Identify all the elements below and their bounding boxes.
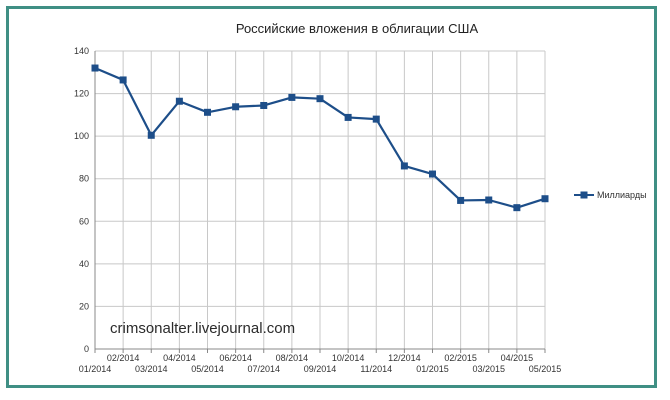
x-tick-labels: 01/201402/201403/201404/201405/201406/20…	[79, 353, 562, 374]
data-point	[372, 115, 380, 123]
y-tick-labels: 0 20 40 60 80 100 120 140	[74, 46, 89, 354]
data-point	[232, 103, 240, 111]
data-point	[147, 131, 155, 139]
x-tick-label: 05/2015	[529, 364, 562, 374]
y-tick-label: 120	[74, 89, 89, 99]
x-tick-label: 10/2014	[332, 353, 365, 363]
data-points	[91, 64, 549, 212]
y-tick-label: 100	[74, 131, 89, 141]
x-tick-label: 12/2014	[388, 353, 421, 363]
data-point	[316, 95, 324, 103]
data-point	[485, 196, 493, 204]
x-tick-label: 04/2014	[163, 353, 196, 363]
x-tick-label: 09/2014	[304, 364, 337, 374]
y-tick-label: 40	[79, 259, 89, 269]
x-tick-label: 02/2015	[444, 353, 477, 363]
x-tick-label: 04/2015	[501, 353, 534, 363]
data-point	[204, 108, 211, 116]
data-point	[457, 196, 465, 204]
data-point	[429, 170, 436, 178]
x-tick-label: 05/2014	[191, 364, 224, 374]
data-point	[541, 195, 549, 203]
x-tick-label: 07/2014	[247, 364, 280, 374]
legend: Миллиарды	[574, 190, 647, 200]
data-point	[91, 64, 99, 72]
x-tick-label: 02/2014	[107, 353, 140, 363]
chart-title: Российские вложения в облигации США	[236, 21, 479, 36]
y-tick-label: 140	[74, 46, 89, 56]
y-tick-label: 80	[79, 174, 89, 184]
legend-label: Миллиарды	[597, 190, 647, 200]
data-point	[175, 97, 183, 105]
data-point	[344, 113, 352, 121]
data-point	[260, 101, 268, 109]
axes	[94, 51, 546, 353]
x-tick-label: 03/2014	[135, 364, 168, 374]
x-tick-label: 01/2015	[416, 364, 449, 374]
data-point	[513, 204, 521, 212]
data-point	[119, 76, 127, 84]
y-tick-label: 20	[79, 301, 89, 311]
legend-marker-swatch	[580, 191, 588, 199]
watermark-annotation: crimsonalter.livejournal.com	[110, 320, 295, 337]
y-tick-label: 0	[84, 344, 89, 354]
x-tick-label: 06/2014	[219, 353, 252, 363]
x-tick-label: 03/2015	[472, 364, 505, 374]
x-tick-label: 11/2014	[360, 364, 392, 374]
x-tick-label: 08/2014	[276, 353, 309, 363]
data-point	[400, 162, 408, 170]
x-tick-label: 01/2014	[79, 364, 112, 374]
y-tick-label: 60	[79, 216, 89, 226]
data-point	[288, 93, 296, 101]
